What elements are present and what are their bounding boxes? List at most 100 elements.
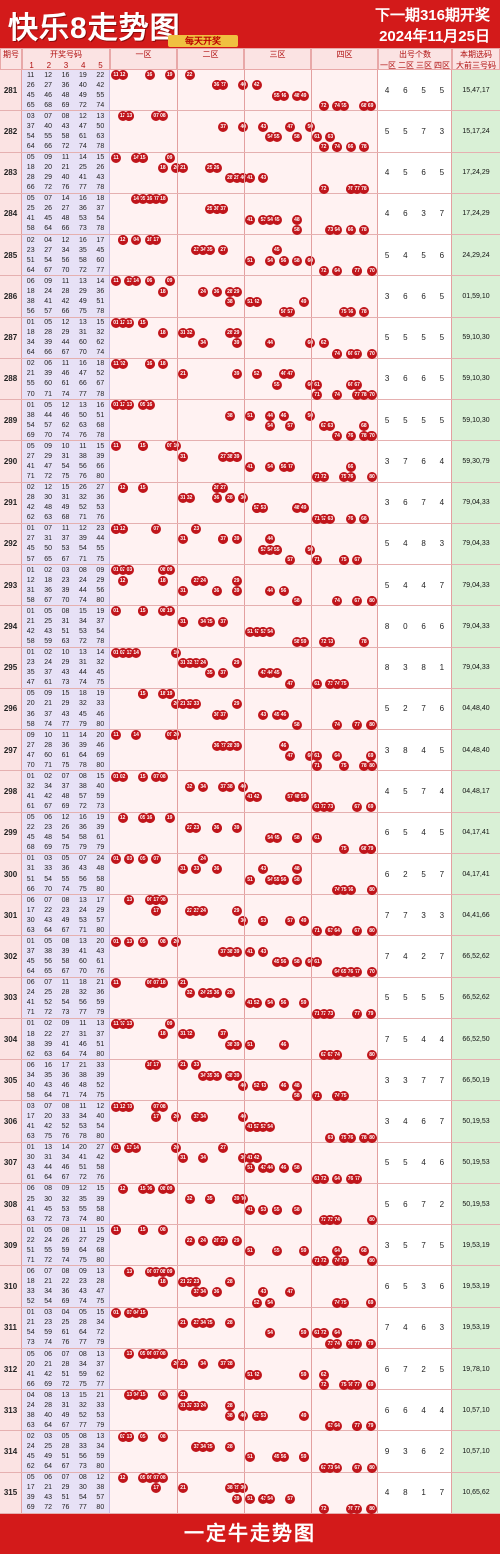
drawn-number: 77 — [79, 1009, 87, 1017]
zone-count: 5 — [403, 1240, 408, 1250]
issue-number: 298 — [0, 771, 22, 812]
zone-count: 3 — [439, 539, 445, 549]
zone-count: 4 — [403, 250, 408, 260]
number-ball: 24 — [198, 286, 209, 297]
drawn-number: 55 — [96, 91, 105, 99]
number-ball: 50 — [305, 121, 316, 132]
number-ball: 01 — [111, 936, 121, 947]
drawn-number: 12 — [26, 576, 35, 584]
drawn-number: 13 — [79, 277, 87, 285]
drawn-number: 41 — [26, 1205, 35, 1213]
number-ball: 80 — [367, 761, 377, 772]
drawn-number: 69 — [26, 1504, 35, 1512]
zone-divider — [311, 977, 312, 1018]
number-ball: 61 — [312, 833, 322, 844]
drawn-number: 79 — [96, 844, 105, 852]
zone-count: 8 — [403, 1488, 408, 1498]
drawn-number: 29 — [44, 452, 52, 460]
drawn-number: 80 — [96, 596, 105, 604]
number-ball: 76 — [345, 431, 356, 442]
drawn-number: 28 — [61, 989, 70, 997]
table-row: 285 02 04 12 16 17 23 27 34 35 45 51 54 56 58 60 64 67 70 7… — [0, 235, 500, 277]
drawn-number: 09 — [79, 1267, 87, 1275]
picked-numbers: 66,52,50 — [452, 1018, 500, 1060]
drawn-number: 20 — [79, 1144, 87, 1152]
number-ball: 74 — [332, 1050, 343, 1060]
drawn-number: 34 — [79, 617, 87, 625]
zone-divider — [244, 771, 245, 812]
drawn-number: 79 — [96, 1009, 105, 1017]
number-ball: 38 — [224, 1039, 235, 1050]
drawn-number: 03 — [26, 1102, 35, 1110]
number-ball: 12 — [117, 1472, 128, 1483]
number-ball: 07 — [151, 523, 162, 534]
drawn-number: 18 — [26, 164, 35, 172]
number-ball: 15 — [137, 317, 148, 328]
zone-count: 3 — [403, 1447, 408, 1457]
number-ball: 64 — [332, 1462, 343, 1473]
drawn-number: 72 — [44, 184, 52, 192]
picked-numbers: 04,48,40 — [452, 688, 500, 730]
drawn-number: 02 — [26, 360, 35, 368]
drawn-number: 56 — [61, 256, 70, 264]
number-ball: 43 — [258, 173, 269, 184]
number-ball: 49 — [298, 503, 309, 514]
zone-divider — [177, 1183, 178, 1225]
drawn-number: 76 — [61, 1133, 70, 1141]
drawn-number: 60 — [79, 339, 87, 347]
number-ball: 09 — [164, 152, 175, 163]
number-ball: 30 — [238, 1194, 249, 1205]
number-ball: 44 — [265, 534, 276, 545]
number-ball: 23 — [191, 1318, 202, 1329]
drawn-number: 02 — [44, 649, 52, 657]
number-ball: 19 — [164, 606, 175, 617]
zone-count: 7 — [403, 910, 408, 920]
drawn-number: 58 — [26, 596, 35, 604]
number-ball: 51 — [245, 627, 255, 638]
zone-count: 6 — [384, 828, 390, 838]
drawn-number: 28 — [44, 329, 52, 337]
number-ball: 36 — [211, 1070, 222, 1081]
zone-count: 4 — [421, 745, 426, 755]
number-ball: 06 — [144, 1266, 155, 1277]
issue-number: 306 — [0, 1101, 22, 1142]
number-ball: 37 — [218, 121, 229, 132]
number-ball: 07 — [151, 977, 162, 988]
zone-divider — [311, 235, 312, 276]
drawn-number: 06 — [44, 1474, 52, 1482]
number-ball: 72 — [318, 1008, 329, 1019]
drawn-number: 43 — [61, 710, 70, 718]
drawn-number: 72 — [79, 803, 87, 811]
drawn-number: 80 — [96, 1256, 105, 1264]
drawn-number: 63 — [44, 514, 52, 522]
drawn-number: 11 — [61, 525, 70, 533]
drawn-number: 09 — [96, 566, 105, 574]
zone-divider — [311, 565, 312, 606]
number-ball: 54 — [265, 1297, 276, 1308]
drawn-number: 63 — [26, 926, 35, 934]
number-ball: 40 — [238, 121, 249, 132]
zone-1-header: 一区 — [110, 48, 177, 70]
drawn-number: 70 — [79, 349, 87, 357]
number-ball: 62 — [318, 338, 329, 349]
number-ball: 28 — [224, 1441, 235, 1452]
zone-divider — [177, 317, 178, 358]
number-ball: 17 — [151, 1060, 162, 1071]
drawn-number: 40 — [26, 1081, 35, 1089]
number-ball: 64 — [332, 750, 343, 761]
number-ball: 09 — [164, 730, 175, 741]
number-ball: 43 — [258, 121, 269, 132]
drawn-number: 16 — [79, 236, 87, 244]
drawn-number: 72 — [96, 1329, 105, 1337]
number-ball: 22 — [184, 70, 195, 81]
number-ball: 74 — [332, 348, 343, 359]
drawn-number: 32 — [79, 700, 87, 708]
number-ball: 80 — [367, 1050, 377, 1060]
number-ball: 24 — [198, 1235, 209, 1246]
number-ball: 23 — [191, 245, 202, 256]
number-ball: 67 — [352, 596, 363, 607]
number-ball: 52 — [251, 1080, 262, 1091]
